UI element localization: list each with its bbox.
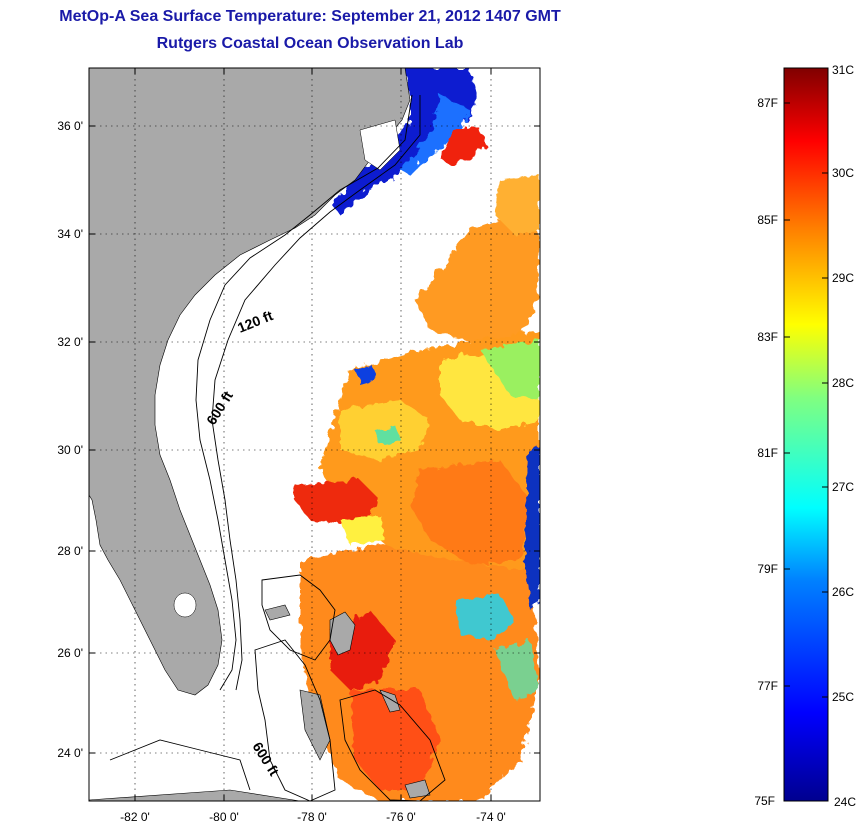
lat-label-26: 26 0' [57, 646, 83, 660]
lake-okeechobee [173, 592, 197, 618]
fahrenheit-label-87: 87F [757, 96, 778, 110]
lat-label-30: 30 0' [57, 443, 83, 457]
celsius-label-25: 25C [832, 690, 854, 704]
us-coastline-land [89, 68, 411, 696]
celsius-label-26: 26C [832, 585, 854, 599]
lon-label-76: -76 0' [386, 810, 416, 824]
lon-label-80: -80 0' [209, 810, 239, 824]
bathymetry-contours [109, 94, 446, 801]
pamlico-sound [359, 119, 401, 171]
celsius-label-31: 31C [832, 63, 854, 77]
fahrenheit-label-85: 85F [757, 213, 778, 227]
fahrenheit-label-77: 77F [757, 679, 778, 693]
map-title: MetOp-A Sea Surface Temperature: Septemb… [59, 8, 561, 25]
map-border [88, 67, 541, 802]
sst-data-layer [295, 68, 540, 801]
lat-label-32: 32 0' [57, 335, 83, 349]
lat-label-34: 34 0' [57, 227, 83, 241]
lat-label-28: 28 0' [57, 544, 83, 558]
celsius-label-28: 28C [832, 376, 854, 390]
latitude-labels: 36 0' 34 0' 32 0' 30 0' 28 0' 26 0' 24 0… [57, 119, 83, 760]
fahrenheit-label-75: 75F [754, 794, 775, 808]
celsius-label-27: 27C [832, 480, 854, 494]
fahrenheit-label-81: 81F [757, 446, 778, 460]
temperature-colorbar [783, 67, 829, 802]
map-subtitle: Rutgers Coastal Ocean Observation Lab [156, 35, 464, 52]
celsius-label-24: 24C [834, 795, 856, 809]
colorbar-fahrenheit-labels: 87F 85F 83F 81F 79F 77F 75F [754, 96, 778, 808]
fahrenheit-label-79: 79F [757, 562, 778, 576]
lon-label-82: -82 0' [120, 810, 150, 824]
lon-label-78: -78 0' [297, 810, 327, 824]
lon-label-74: -74 0' [476, 810, 506, 824]
bahamas-islands [89, 604, 431, 801]
celsius-label-29: 29C [832, 271, 854, 285]
lat-label-24: 24 0' [57, 746, 83, 760]
longitude-labels: -82 0' -80 0' -78 0' -76 0' -74 0' [120, 810, 506, 824]
fahrenheit-label-83: 83F [757, 330, 778, 344]
map-ticks [89, 68, 540, 801]
celsius-label-30: 30C [832, 166, 854, 180]
colorbar-celsius-labels: 31C 30C 29C 28C 27C 26C 25C 24C [832, 63, 856, 809]
map-gridlines [89, 68, 540, 801]
colorbar-ticks [784, 102, 828, 698]
lat-label-36: 36 0' [57, 119, 83, 133]
